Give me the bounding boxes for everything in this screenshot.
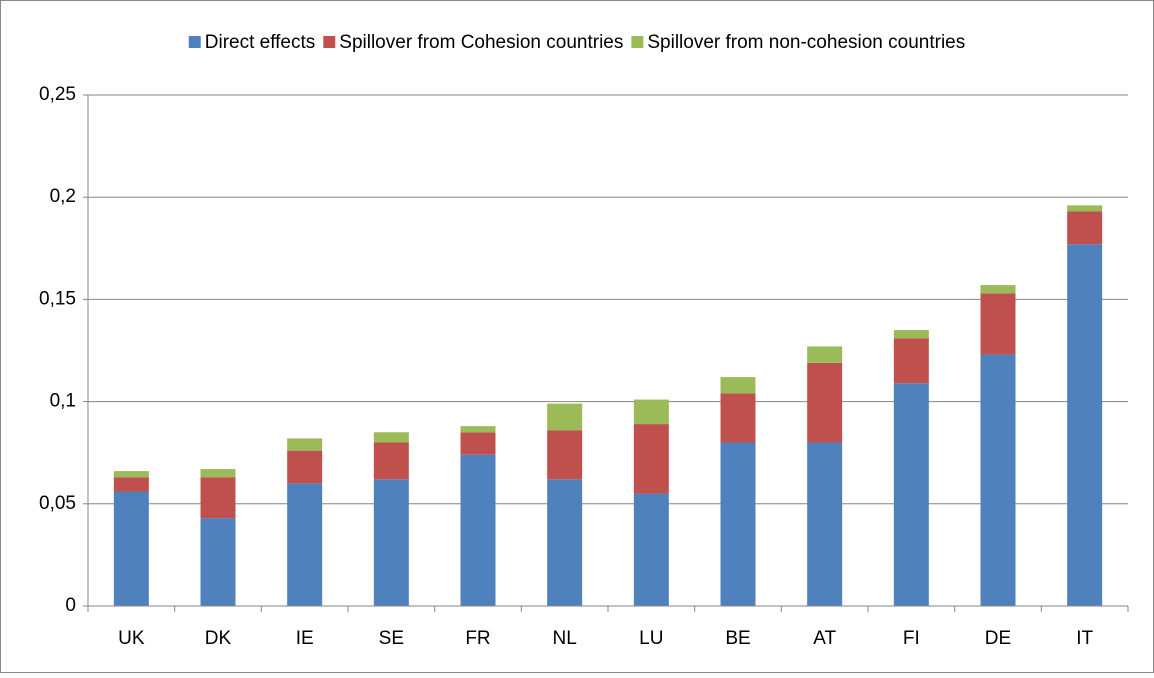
bar-segment	[460, 426, 496, 433]
bar-segment	[807, 442, 843, 606]
legend-label: Spillover from Cohesion countries	[339, 32, 623, 53]
y-tick-label: 0,15	[39, 288, 76, 309]
x-tick-label: DK	[205, 628, 232, 649]
bar-segment	[113, 471, 149, 478]
bar-segment	[893, 338, 929, 384]
bar-segment	[1067, 244, 1103, 606]
bar-segment	[980, 285, 1016, 294]
bar-segment	[200, 477, 236, 519]
bar-segment	[807, 362, 843, 443]
x-tick-label: IT	[1076, 628, 1093, 649]
bar-segment	[1067, 211, 1103, 245]
x-tick-label: IE	[296, 628, 314, 649]
bar-segment	[547, 403, 583, 431]
bar-segment	[720, 442, 756, 606]
bar-segment	[287, 483, 323, 606]
x-tick-label: BE	[725, 628, 750, 649]
x-tick-label: SE	[379, 628, 404, 649]
x-tick-label: UK	[118, 628, 145, 649]
bar-segment	[113, 491, 149, 606]
bar-segment	[807, 346, 843, 363]
x-tick-label: LU	[639, 628, 663, 649]
bar-segment	[1067, 205, 1103, 212]
bar-segment	[373, 479, 409, 606]
bar-segment	[547, 430, 583, 480]
bar-segment	[113, 477, 149, 492]
bar-segment	[373, 432, 409, 443]
bar-segment	[720, 393, 756, 443]
y-tick-label: 0,05	[39, 493, 76, 514]
bar-segment	[633, 399, 669, 425]
bar-segment	[720, 377, 756, 394]
bar-segment	[893, 330, 929, 339]
bar-segment	[287, 438, 323, 451]
legend-label: Spillover from non-cohesion countries	[647, 32, 965, 53]
y-tick-label: 0	[65, 595, 76, 616]
x-tick-label: NL	[553, 628, 577, 649]
bar-segment	[633, 424, 669, 494]
bar-segment	[200, 518, 236, 606]
bar-segment	[547, 479, 583, 606]
bar-segment	[460, 432, 496, 455]
x-tick-label: DE	[985, 628, 1011, 649]
bar-segment	[893, 383, 929, 606]
legend-label: Direct effects	[205, 32, 316, 53]
bar-segment	[980, 293, 1016, 355]
bar-segment	[633, 493, 669, 606]
bar-segment	[373, 442, 409, 480]
y-tick-label: 0,25	[39, 84, 76, 105]
legend-swatch	[188, 36, 201, 48]
x-tick-label: AT	[813, 628, 836, 649]
bar-segment	[287, 450, 323, 484]
bar-segment	[980, 354, 1016, 606]
y-tick-label: 0,1	[50, 391, 76, 412]
x-tick-label: FR	[465, 628, 490, 649]
bar-segment	[200, 469, 236, 478]
bar-segment	[460, 454, 496, 606]
y-tick-label: 0,2	[50, 186, 76, 207]
legend-swatch	[631, 36, 644, 48]
x-tick-label: FI	[903, 628, 920, 649]
legend-swatch	[323, 36, 336, 48]
